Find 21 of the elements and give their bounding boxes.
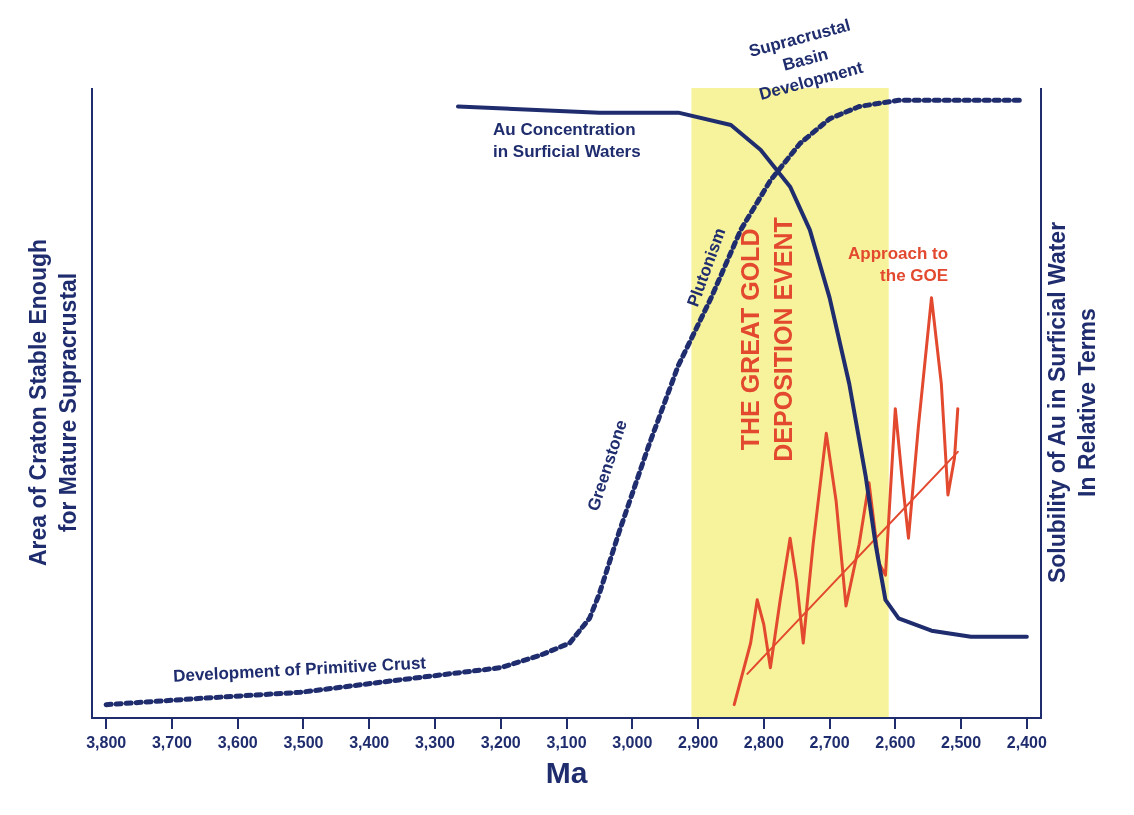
x-tick-label: 2,700 xyxy=(809,734,850,752)
annotation: Au Concentration in Surficial Waters xyxy=(493,120,641,162)
x-axis-title: Ma xyxy=(545,756,588,790)
x-tick-label: 2,600 xyxy=(875,734,916,752)
x-tick-label: 2,400 xyxy=(1006,734,1047,752)
band-label: THE GREAT GOLD DEPOSITION EVENT xyxy=(736,217,797,462)
x-tick-label: 3,700 xyxy=(151,734,193,752)
x-tick-label: 3,500 xyxy=(283,734,324,752)
annotation: Development of Primitive Crust xyxy=(172,653,427,686)
x-tick-label: 3,400 xyxy=(349,734,390,752)
x-tick-label: 3,100 xyxy=(546,734,587,752)
x-tick-label: 3,600 xyxy=(217,734,258,752)
x-tick-label: 3,300 xyxy=(414,734,456,752)
y-axis-title: Area of Craton Stable Enough for Mature Supracrustal xyxy=(25,238,81,567)
x-tick-label: 3,000 xyxy=(612,734,653,752)
x-tick-label: 3,800 xyxy=(86,734,127,752)
x-tick-label: 2,800 xyxy=(743,734,784,752)
x-tick-label: 2,500 xyxy=(941,734,982,752)
x-tick-label: 3,200 xyxy=(480,734,521,752)
x-tick-label: 2,900 xyxy=(678,734,719,752)
y2-axis-title: Solubility of Au in Surficial Water In Relative Terms xyxy=(1044,221,1100,584)
